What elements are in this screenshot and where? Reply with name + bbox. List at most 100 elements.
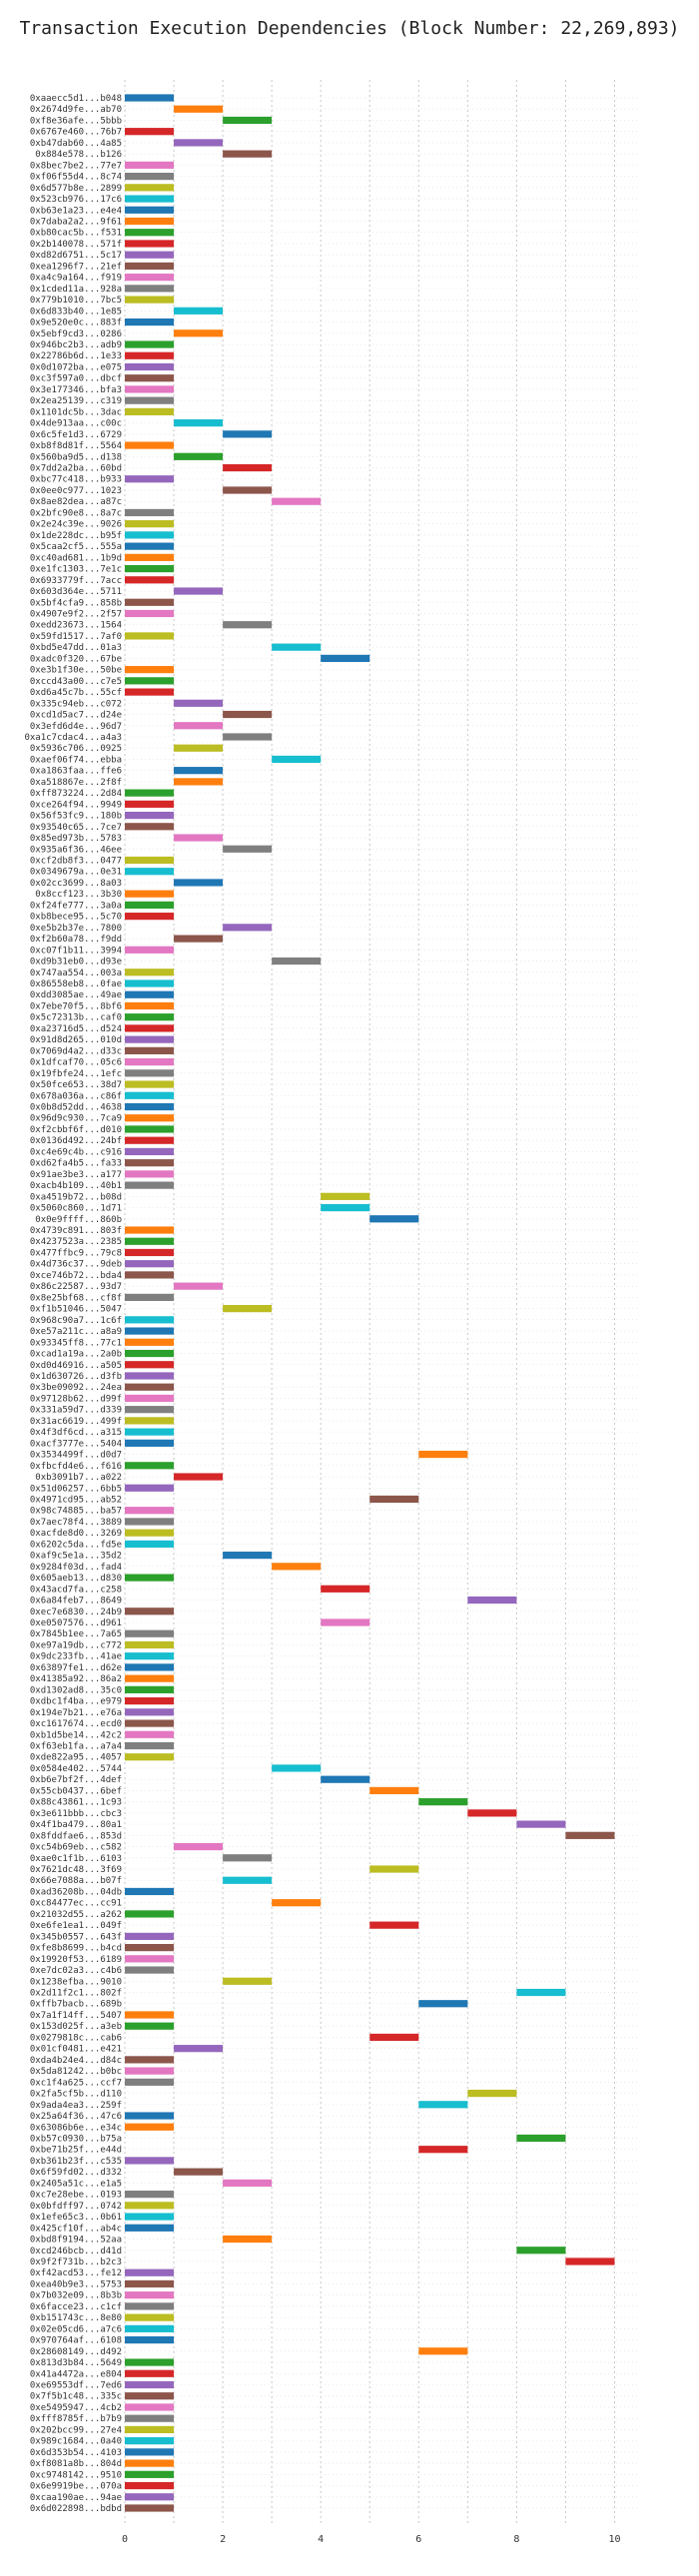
transaction-label: 0xde822a95...4057	[30, 1753, 122, 1763]
transaction-label: 0x779b1010...7bc5	[30, 296, 122, 306]
transaction-bar	[125, 1417, 175, 1425]
transaction-bar	[125, 2302, 175, 2310]
transaction-bar	[223, 1305, 273, 1313]
transaction-label: 0x56f53fc9...180b	[30, 812, 122, 822]
x-tick-label: 6	[415, 2534, 421, 2545]
transaction-bar	[125, 2437, 175, 2445]
transaction-label: 0xce264f94...9949	[30, 800, 122, 810]
transaction-bar	[125, 979, 175, 987]
transaction-bar	[174, 1842, 224, 1851]
transaction-label: 0x3e611bbb...cbc3	[30, 1809, 122, 1819]
transaction-bar	[125, 2493, 175, 2501]
transaction-label: 0x66e7088a...b07f	[30, 1876, 122, 1886]
transaction-label: 0x0d1072ba...e075	[30, 362, 122, 372]
transaction-bar	[125, 2268, 175, 2276]
transaction-bar	[125, 1507, 175, 1515]
transaction-label: 0x59fd1517...7af0	[30, 632, 122, 642]
transaction-bar	[565, 2257, 615, 2265]
transaction-label: 0xcad1a19a...2a0b	[30, 1350, 122, 1360]
transaction-bar	[223, 150, 273, 158]
transaction-bar	[125, 1518, 175, 1526]
transaction-label: 0x1cded11a...928a	[30, 285, 122, 295]
transaction-bar	[125, 576, 175, 584]
transaction-bar	[223, 2179, 273, 2187]
transaction-label: 0x560ba9d5...d138	[30, 452, 122, 462]
transaction-label: 0x678a036a...c86f	[30, 1091, 122, 1101]
transaction-bar	[174, 699, 224, 707]
transaction-bar	[174, 1473, 224, 1481]
transaction-label: 0xd82d6751...5c17	[30, 251, 122, 261]
x-axis-ticks: 0 2 4 6 8 10	[122, 2534, 621, 2545]
transaction-bar	[125, 1674, 175, 1682]
transaction-bar	[125, 128, 175, 136]
transaction-label: 0xae0c1f1b...6103	[30, 1854, 122, 1864]
transaction-bar	[418, 1798, 468, 1806]
transaction-bar	[125, 1462, 175, 1470]
transaction-bar	[125, 407, 175, 415]
transaction-bar	[174, 722, 224, 730]
transaction-bar	[223, 1977, 273, 1985]
transaction-bar	[223, 1552, 273, 1560]
transaction-label: 0xf24fe777...3a0a	[30, 901, 122, 911]
transaction-bar	[125, 2291, 175, 2299]
transaction-label: 0x345b0557...643f	[30, 1932, 122, 1942]
transaction-label: 0x2b140078...571f	[30, 240, 122, 250]
transaction-label: 0xb1d5be14...42c2	[30, 1730, 122, 1740]
transaction-label: 0x7daba2a2...9f61	[30, 218, 122, 228]
transaction-bar	[125, 396, 175, 404]
transaction-label: 0x7b032e09...8b3b	[30, 2291, 122, 2301]
transaction-label: 0xc84477ec...cc91	[30, 1899, 122, 1909]
transaction-bar	[125, 262, 175, 271]
transaction-label: 0xe5495947...4cb2	[30, 2403, 122, 2413]
transaction-label: 0x335c94eb...c072	[30, 699, 122, 709]
transaction-bar	[125, 1741, 175, 1750]
transaction-bar	[369, 1921, 419, 1929]
transaction-label: 0x93540c65...7ce7	[30, 823, 122, 833]
transaction-bar	[223, 710, 273, 719]
transaction-label: 0x6d577b8e...2899	[30, 184, 122, 194]
transaction-bar	[125, 2224, 175, 2232]
transaction-label: 0xb57c0930...b75a	[30, 2134, 122, 2144]
transaction-bar	[125, 666, 175, 674]
transaction-bar	[272, 1899, 322, 1907]
transaction-label: 0x0279818c...cab6	[30, 2033, 122, 2043]
transaction-label: 0xf42acd53...fe12	[30, 2268, 122, 2278]
transaction-label: 0x19920f53...6189	[30, 1955, 122, 1965]
transaction-label: 0x02e05cd6...a7c6	[30, 2324, 122, 2334]
transaction-label: 0xedd23673...1564	[30, 621, 122, 631]
transaction-bar	[125, 1271, 175, 1279]
transaction-bar	[125, 2022, 175, 2030]
transaction-label: 0xf1b51046...5047	[30, 1305, 122, 1315]
transaction-label: 0x21032d55...a262	[30, 1910, 122, 1920]
transaction-bar	[125, 508, 175, 517]
transaction-bar	[125, 1529, 175, 1537]
transaction-bar	[223, 1876, 273, 1884]
transaction-label: 0xf2b60a78...f9dd	[30, 935, 122, 945]
transaction-bar	[125, 1652, 175, 1660]
transaction-bar	[516, 2247, 566, 2254]
transaction-bar	[125, 632, 175, 640]
transaction-label: 0xdd3085ae...49ae	[30, 990, 122, 1000]
transaction-label: 0x5da81242...b0bc	[30, 2067, 122, 2077]
transaction-bar	[125, 1327, 175, 1335]
transaction-label: 0xd0d46916...a505	[30, 1361, 122, 1371]
transaction-label: 0x6767e460...76b7	[30, 128, 122, 138]
transaction-bar	[125, 2335, 175, 2344]
transaction-label: 0x153d025f...a3eb	[30, 2022, 122, 2032]
transaction-bar	[125, 823, 175, 831]
transaction-label: 0x5060c860...1d71	[30, 1204, 122, 1214]
transaction-bar	[174, 105, 224, 113]
transaction-bar	[125, 1226, 175, 1234]
transaction-bar	[125, 2313, 175, 2321]
transaction-bar	[125, 2123, 175, 2131]
transaction-label: 0xadc0f320...67be	[30, 654, 122, 664]
transaction-label: 0x2d11f2c1...802f	[30, 1989, 122, 1999]
transaction-label: 0x9f2f731b...b2c3	[30, 2257, 122, 2267]
transaction-bar	[125, 1629, 175, 1637]
transaction-label: 0x5bf4cfa9...858b	[30, 598, 122, 608]
transaction-label: 0x6202c5da...fd5e	[30, 1540, 122, 1550]
transaction-bar	[369, 1865, 419, 1873]
transaction-bar	[125, 441, 175, 449]
transaction-label: 0xb3091b7...a022	[35, 1473, 122, 1483]
transaction-bar	[418, 2146, 468, 2154]
